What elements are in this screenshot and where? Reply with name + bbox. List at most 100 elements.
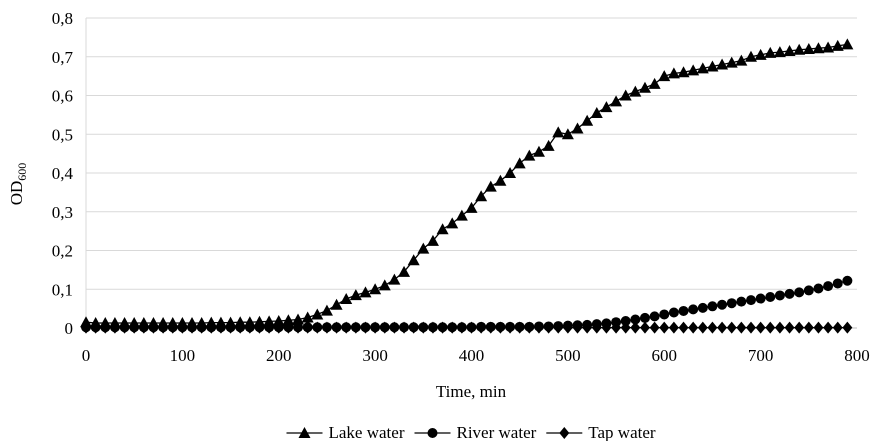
- lake-water-point: [841, 38, 854, 50]
- tap-water-point: [755, 321, 766, 334]
- x-tick-label: 600: [652, 346, 678, 365]
- lake-water-point: [340, 292, 353, 304]
- lake-water-point: [89, 316, 102, 328]
- lake-water-point: [590, 106, 603, 118]
- river-water-point: [649, 311, 660, 322]
- lake-water-point: [802, 43, 815, 54]
- river-water-point: [533, 321, 544, 332]
- river-water-point: [639, 312, 650, 323]
- river-water-point: [803, 285, 814, 296]
- river-water-point: [842, 275, 853, 286]
- lake-water-point: [735, 54, 748, 66]
- legend: Lake water River water Tap water: [286, 423, 656, 441]
- river-water-point: [736, 296, 747, 307]
- lake-water-point: [407, 254, 420, 266]
- lake-water-point: [272, 315, 285, 327]
- x-tick-label: 0: [82, 346, 91, 365]
- river-water-point: [514, 321, 525, 332]
- tap-water-point: [774, 321, 785, 334]
- river-water-point: [350, 322, 361, 333]
- lake-water-point: [600, 101, 613, 113]
- tap-water-point: [707, 321, 718, 334]
- y-axis-label-subscript: 600: [15, 163, 29, 181]
- tap-water-point: [813, 321, 824, 334]
- lake-water-point: [234, 316, 247, 328]
- tap-water-point: [649, 321, 660, 334]
- tap-water-point: [784, 321, 795, 334]
- y-tick-label: 0,4: [52, 164, 74, 183]
- legend-item-lake-water: Lake water: [286, 423, 405, 441]
- x-axis-label: Time, min: [436, 382, 507, 401]
- lake-water-point: [436, 223, 449, 235]
- lake-water-point: [157, 316, 170, 328]
- river-water-point: [717, 299, 728, 310]
- river-water-point: [707, 301, 718, 312]
- river-water-point: [582, 319, 593, 330]
- lake-water-point: [716, 58, 729, 70]
- x-tick-label: 300: [362, 346, 388, 365]
- tap-water-point: [823, 321, 834, 334]
- lake-water-point: [214, 316, 227, 328]
- river-water-point: [745, 295, 756, 306]
- lake-water-point: [812, 42, 825, 54]
- river-water-point: [370, 322, 381, 333]
- river-water-point: [485, 321, 496, 332]
- lake-water-point: [667, 67, 680, 79]
- lake-water-point: [369, 283, 382, 295]
- river-water-point: [697, 302, 708, 313]
- x-tick-label: 500: [555, 346, 581, 365]
- legend-marker: [298, 427, 311, 438]
- y-tick-label: 0,8: [52, 9, 73, 28]
- lake-water-point: [166, 316, 179, 328]
- lake-water-point: [658, 70, 671, 82]
- lake-water-point: [426, 234, 439, 246]
- tap-water-point: [630, 321, 641, 334]
- x-tick-labels: 0 100 200 300 400 500 600 700 800: [82, 346, 870, 365]
- river-water-point: [562, 320, 573, 331]
- river-water-point: [360, 322, 371, 333]
- river-water-point: [765, 292, 776, 302]
- lake-water-point: [282, 314, 295, 326]
- river-water-point: [476, 321, 487, 332]
- river-water-point: [668, 307, 679, 318]
- lake-water-point: [195, 316, 208, 328]
- tap-water-point: [832, 321, 843, 334]
- tap-water-point: [659, 321, 670, 334]
- tap-water-point: [717, 321, 728, 334]
- river-water-point: [331, 322, 342, 333]
- river-water-point: [312, 322, 323, 333]
- lake-water-point: [108, 316, 121, 328]
- river-water-point: [418, 322, 429, 333]
- lake-water-point: [725, 56, 738, 68]
- lake-water-point: [378, 279, 391, 291]
- lake-water-point: [504, 167, 517, 178]
- lake-water-point: [744, 50, 757, 62]
- lake-water-point: [783, 44, 796, 56]
- river-water-point: [794, 287, 805, 298]
- lake-water-point: [552, 126, 565, 138]
- lake-water-point: [687, 64, 700, 76]
- x-tick-label: 800: [844, 346, 870, 365]
- lake-water-point: [638, 81, 651, 93]
- lake-water-point: [359, 286, 372, 298]
- lake-water-point: [224, 316, 237, 328]
- x-tick-label: 700: [748, 346, 774, 365]
- river-water-point: [591, 319, 602, 330]
- lake-water-point: [417, 242, 430, 254]
- tap-water-point: [639, 321, 650, 334]
- river-water-point: [726, 298, 737, 309]
- tap-water-point: [803, 321, 814, 334]
- lake-water-point: [773, 46, 786, 58]
- lake-water-point: [484, 180, 497, 192]
- x-tick-label: 400: [459, 346, 485, 365]
- lake-water-point: [465, 201, 478, 213]
- lake-water-point: [677, 66, 690, 78]
- lake-water-point: [253, 315, 266, 327]
- legend-label: River water: [457, 423, 537, 441]
- lake-water-point: [388, 273, 401, 285]
- river-water-point: [678, 305, 689, 316]
- lake-water-point: [523, 149, 536, 161]
- lake-water-point: [263, 315, 276, 327]
- river-water-point: [755, 293, 766, 304]
- lake-water-point: [532, 145, 545, 157]
